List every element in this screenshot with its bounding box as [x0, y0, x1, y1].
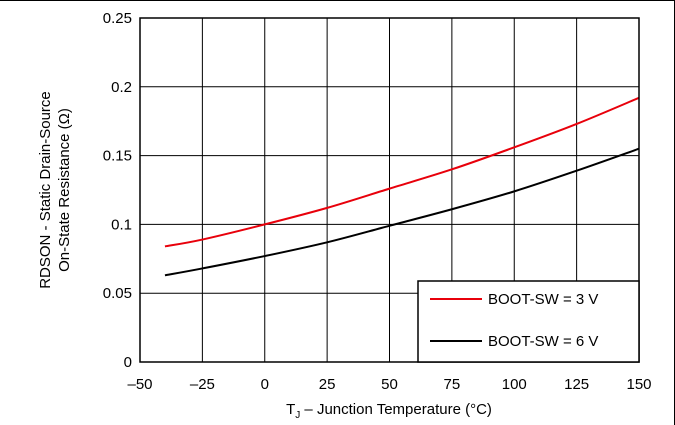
x-axis-label-main: T	[286, 401, 295, 418]
y-tick-labels: 0 0.05 0.1 0.15 0.2 0.25	[103, 10, 132, 371]
x-tick-label: –25	[190, 376, 215, 393]
y-tick-label: 0.1	[111, 216, 132, 233]
x-axis-label-subscript: J	[295, 410, 300, 421]
x-tick-label: 75	[444, 376, 461, 393]
plot-border	[139, 17, 640, 363]
legend: BOOT-SW = 3 V BOOT-SW = 6 V	[417, 280, 640, 363]
x-axis-label-rest: – Junction Temperature (°C)	[300, 401, 492, 418]
x-tick-labels: –50 –25 0 25 50 75 100 125 150	[127, 376, 651, 393]
y-tick-label: 0.05	[103, 285, 132, 302]
legend-box	[417, 280, 640, 363]
x-tick-label: 150	[626, 376, 651, 393]
y-axis-label-line2: On-State Resistance (Ω)	[56, 108, 73, 272]
y-tick-label: 0.15	[103, 148, 132, 165]
series-line-6v	[164, 147, 640, 277]
y-tick-label: 0	[124, 354, 132, 371]
x-tick-label: 25	[319, 376, 336, 393]
y-axis-label-line1: RDSON - Static Drain-Source	[37, 91, 54, 289]
series-lines	[164, 96, 640, 277]
x-tick-label: –50	[127, 376, 152, 393]
x-tick-label: 50	[381, 376, 398, 393]
y-tick-label: 0.25	[103, 10, 132, 27]
x-tick-label: 125	[564, 376, 589, 393]
x-axis-label: TJ – Junction Temperature (°C)	[286, 401, 492, 421]
x-tick-label: 0	[261, 376, 269, 393]
legend-label-3v: BOOT-SW = 3 V	[488, 291, 598, 308]
y-tick-label: 0.2	[111, 79, 132, 96]
legend-label-6v: BOOT-SW = 6 V	[488, 333, 598, 350]
series-line-3v	[164, 96, 640, 248]
x-tick-label: 100	[502, 376, 527, 393]
